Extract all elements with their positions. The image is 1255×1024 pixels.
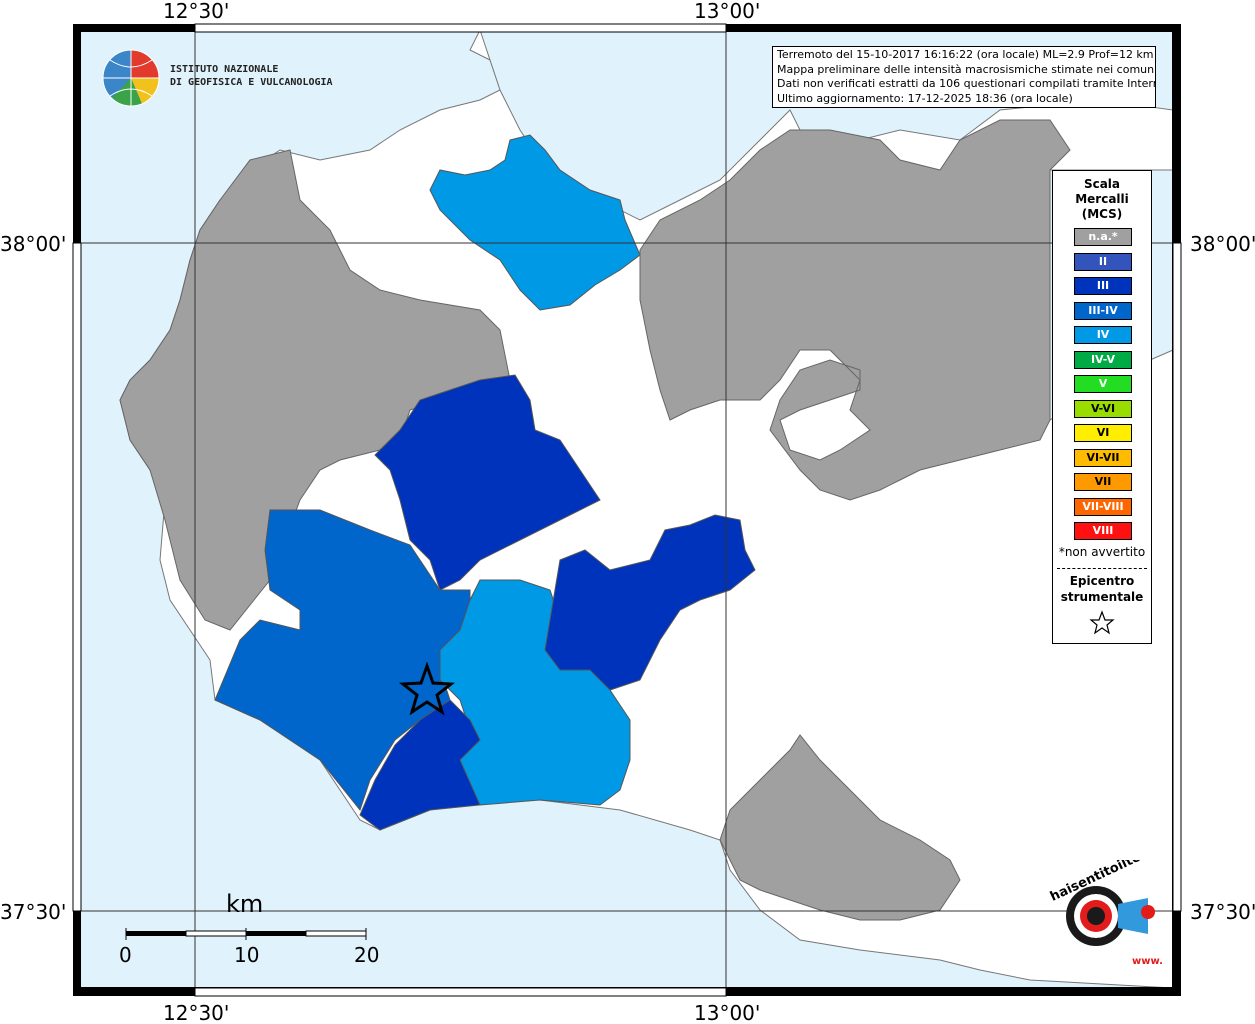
- region-iii-central: [374, 374, 601, 591]
- data-note: Dati non verificati estratti da 106 ques…: [777, 77, 1156, 90]
- frame-bar: [194, 987, 727, 997]
- frame-bar: [73, 24, 81, 243]
- region-na-east: [639, 119, 1071, 501]
- scale-bar-segment: [185, 930, 247, 937]
- legend-item: n.a.*: [1074, 228, 1132, 246]
- coord-label: 38°00': [1190, 232, 1255, 256]
- globe-icon: [102, 49, 160, 107]
- frame-bar: [1172, 242, 1182, 912]
- region-iv-north: [429, 134, 641, 311]
- scale-unit: km: [226, 890, 264, 918]
- last-update: Ultimo aggiornamento: 17-12-2025 18:36 (…: [777, 91, 1073, 105]
- frame-bar: [726, 988, 1180, 996]
- event-info-box: Terremoto del 15-10-2017 16:16:22 (ora l…: [772, 46, 1156, 108]
- legend-item: VI: [1074, 424, 1132, 442]
- region-iii-east: [544, 514, 756, 691]
- coord-label: 37°30': [1190, 900, 1255, 924]
- legend-divider: [1057, 568, 1147, 569]
- site-www: www.: [1132, 956, 1163, 967]
- legend-note: *non avvertito: [1058, 545, 1146, 559]
- region-na-southeast: [719, 734, 961, 921]
- legend-item: VIII: [1074, 522, 1132, 540]
- region-na-northwest: [119, 149, 511, 631]
- scale-bar-segment: [126, 931, 186, 936]
- region-iii-south: [359, 699, 481, 831]
- map-description: Mappa preliminare delle intensità macros…: [777, 62, 1156, 76]
- frame-bar: [72, 242, 82, 912]
- frame-bar: [73, 911, 81, 996]
- ingv-logo: ISTITUTO NAZIONALE DI GEOFISICA E VULCAN…: [102, 48, 342, 108]
- haisentito-logo: haisentitoilterremoto.it www.: [1038, 818, 1211, 975]
- mcs-legend: Scala Mercalli (MCS) n.a.* II III III-IV IV I…: [1052, 170, 1152, 644]
- legend-item: V-VI: [1074, 399, 1132, 418]
- legend-item: IV: [1074, 326, 1132, 344]
- legend-epicenter-label: Epicentro strumentale: [1060, 574, 1144, 604]
- legend-item: III-IV: [1074, 301, 1132, 320]
- legend-item: II: [1074, 252, 1132, 271]
- epicenter-legend-star-icon: [1089, 610, 1115, 635]
- legend-item: VII-VIII: [1074, 497, 1132, 516]
- legend-item: VII: [1074, 473, 1132, 491]
- frame-bar: [73, 988, 195, 996]
- scale-tick-label: 20: [354, 943, 380, 967]
- event-line: Terremoto del 15-10-2017 16:16:22 (ora l…: [777, 48, 1154, 61]
- coord-label: 37°30': [0, 900, 66, 924]
- coord-label: 12°30': [163, 1001, 229, 1024]
- coord-label: 12°30': [163, 0, 229, 23]
- legend-item: III: [1074, 277, 1132, 295]
- frame-bar: [194, 23, 727, 33]
- target-icon: haisentitoilterremoto.it www.: [1048, 818, 1211, 967]
- region-iii-iv-southwest: [214, 509, 471, 812]
- coord-label: 13°00': [694, 1001, 760, 1024]
- ingv-name: ISTITUTO NAZIONALE DI GEOFISICA E VULCAN…: [170, 64, 333, 88]
- epicenter-star-icon: [398, 661, 456, 716]
- frame-bar: [726, 24, 1180, 32]
- legend-item: VI-VII: [1074, 448, 1132, 467]
- frame-bar: [1173, 911, 1181, 996]
- scale-bar-segment: [305, 930, 367, 937]
- frame-bar: [1173, 24, 1181, 243]
- coord-label: 13°00': [694, 0, 760, 23]
- scale-tick-label: 10: [234, 943, 260, 967]
- scale-tick-label: 0: [119, 943, 132, 967]
- legend-title: Scala Mercalli (MCS): [1075, 177, 1129, 221]
- frame-bar: [73, 24, 195, 32]
- legend-item: IV-V: [1074, 350, 1132, 369]
- legend-item: V: [1074, 375, 1132, 393]
- coord-label: 38°00': [0, 232, 66, 256]
- scale-bar-segment: [246, 931, 306, 936]
